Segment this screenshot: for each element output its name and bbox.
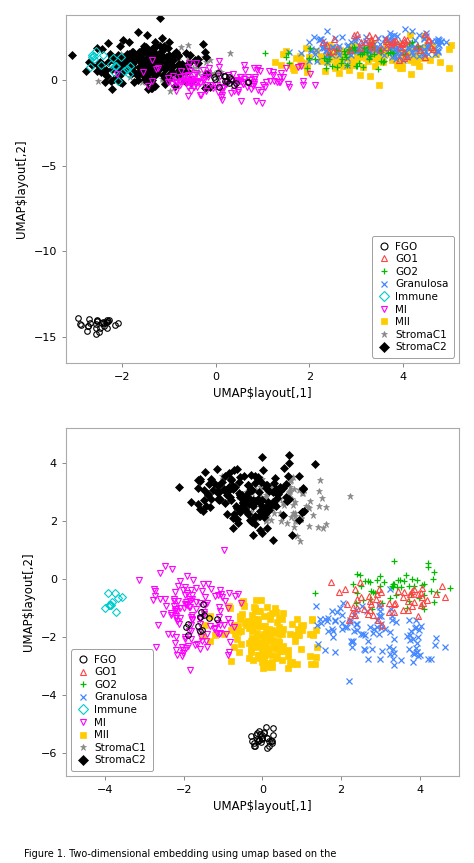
X-axis label: UMAP$layout[,1]: UMAP$layout[,1]	[213, 801, 312, 814]
Legend: FGO, GO1, GO2, Granulosa, Immune, MI, MII, StromaC1, StromaC2: FGO, GO1, GO2, Granulosa, Immune, MI, MI…	[372, 236, 454, 357]
X-axis label: UMAP$layout[,1]: UMAP$layout[,1]	[213, 387, 312, 400]
Text: Figure 1. Two-dimensional embedding using umap based on the: Figure 1. Two-dimensional embedding usin…	[24, 848, 336, 859]
Y-axis label: UMAP$layout[,2]: UMAP$layout[,2]	[22, 552, 35, 652]
Legend: FGO, GO1, GO2, Granulosa, Immune, MI, MII, StromaC1, StromaC2: FGO, GO1, GO2, Granulosa, Immune, MI, MI…	[71, 650, 153, 771]
Y-axis label: UMAP$layout[,2]: UMAP$layout[,2]	[15, 140, 28, 238]
